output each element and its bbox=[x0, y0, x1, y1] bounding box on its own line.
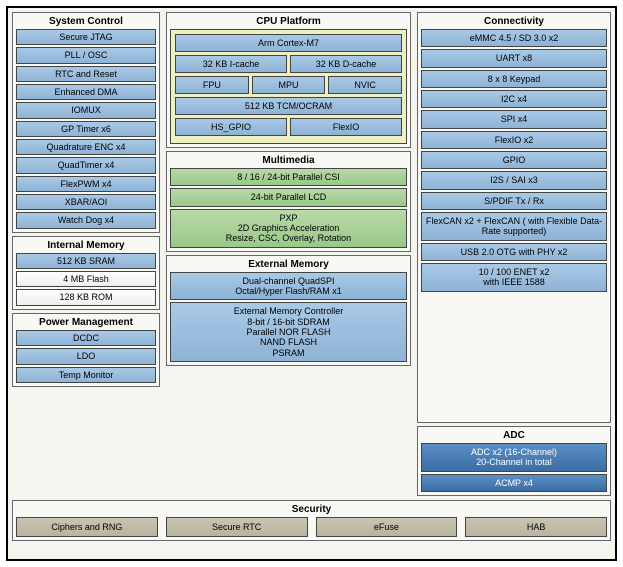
block-item: IOMUX bbox=[16, 102, 156, 118]
connectivity-group: Connectivity eMMC 4.5 / SD 3.0 x2 UART x8… bbox=[417, 12, 611, 423]
group-title: ADC bbox=[421, 429, 607, 443]
left-column: System Control Secure JTAG PLL / OSC RTC a… bbox=[12, 12, 160, 496]
block-item: HAB bbox=[465, 517, 607, 537]
block-item: I2C x4 bbox=[421, 90, 607, 108]
fpu: FPU bbox=[175, 76, 249, 94]
block-item: 10 / 100 ENET x2 with IEEE 1588 bbox=[421, 263, 607, 292]
group-title: Internal Memory bbox=[16, 239, 156, 253]
block-item: FlexPWM x4 bbox=[16, 176, 156, 192]
adc-block: ADC x2 (16-Channel) 20-Channel in total bbox=[421, 443, 607, 472]
block-item: Ciphers and RNG bbox=[16, 517, 158, 537]
cpu-flexio: FlexIO bbox=[290, 118, 402, 136]
emc: External Memory Controller 8-bit / 16-bi… bbox=[170, 302, 407, 362]
group-title: CPU Platform bbox=[170, 15, 407, 29]
block-item: Temp Monitor bbox=[16, 367, 156, 383]
system-control-group: System Control Secure JTAG PLL / OSC RTC a… bbox=[12, 12, 160, 233]
block-item: FlexIO x2 bbox=[421, 131, 607, 149]
icache: 32 KB I-cache bbox=[175, 55, 287, 73]
block-item: Secure RTC bbox=[166, 517, 308, 537]
group-title: Connectivity bbox=[421, 15, 607, 29]
lcd: 24-bit Parallel LCD bbox=[170, 188, 407, 206]
block-item: 8 x 8 Keypad bbox=[421, 70, 607, 88]
block-item: QuadTimer x4 bbox=[16, 157, 156, 173]
columns: System Control Secure JTAG PLL / OSC RTC a… bbox=[12, 12, 611, 496]
multimedia-group: Multimedia 8 / 16 / 24-bit Parallel CSI … bbox=[166, 151, 411, 252]
dcache: 32 KB D-cache bbox=[290, 55, 402, 73]
group-title: Multimedia bbox=[170, 154, 407, 168]
cpu-core: Arm Cortex-M7 bbox=[175, 34, 402, 52]
tcm: 512 KB TCM/OCRAM bbox=[175, 97, 402, 115]
cpu-platform-group: CPU Platform Arm Cortex-M7 32 KB I-cache… bbox=[166, 12, 411, 148]
block-item: I2S / SAI x3 bbox=[421, 171, 607, 189]
cpu-core-box: Arm Cortex-M7 32 KB I-cache 32 KB D-cach… bbox=[170, 29, 407, 144]
block-item: UART x8 bbox=[421, 49, 607, 67]
block-item: GP Timer x6 bbox=[16, 121, 156, 137]
middle-column: CPU Platform Arm Cortex-M7 32 KB I-cache… bbox=[166, 12, 411, 496]
block-item: XBAR/AOI bbox=[16, 194, 156, 210]
block-item: SPI x4 bbox=[421, 110, 607, 128]
external-memory-group: External Memory Dual-channel QuadSPI Oct… bbox=[166, 255, 411, 366]
hs-gpio: HS_GPIO bbox=[175, 118, 287, 136]
group-title: Security bbox=[16, 503, 607, 517]
block-item: eFuse bbox=[316, 517, 458, 537]
block-item: 4 MB Flash bbox=[16, 271, 156, 287]
group-title: System Control bbox=[16, 15, 156, 29]
csi: 8 / 16 / 24-bit Parallel CSI bbox=[170, 168, 407, 186]
nvic: NVIC bbox=[328, 76, 402, 94]
group-title: External Memory bbox=[170, 258, 407, 272]
block-item: LDO bbox=[16, 348, 156, 364]
block-item: RTC and Reset bbox=[16, 66, 156, 82]
block-item: Watch Dog x4 bbox=[16, 212, 156, 228]
group-title: Power Management bbox=[16, 316, 156, 330]
power-group: Power Management DCDC LDO Temp Monitor bbox=[12, 313, 160, 387]
block-item: Enhanced DMA bbox=[16, 84, 156, 100]
right-column: Connectivity eMMC 4.5 / SD 3.0 x2 UART x8… bbox=[417, 12, 611, 496]
block-item: Secure JTAG bbox=[16, 29, 156, 45]
block-item: GPIO bbox=[421, 151, 607, 169]
quadspi: Dual-channel QuadSPI Octal/Hyper Flash/R… bbox=[170, 272, 407, 301]
security-group: Security Ciphers and RNG Secure RTC eFuse H… bbox=[12, 500, 611, 541]
block-item: S/PDIF Tx / Rx bbox=[421, 192, 607, 210]
adc-group: ADC ADC x2 (16-Channel) 20-Channel in to… bbox=[417, 426, 611, 496]
block-item: FlexCAN x2 + FlexCAN ( with Flexible Dat… bbox=[421, 212, 607, 241]
block-item: eMMC 4.5 / SD 3.0 x2 bbox=[421, 29, 607, 47]
block-item: DCDC bbox=[16, 330, 156, 346]
pxp: PXP 2D Graphics Acceleration Resize, CSC… bbox=[170, 209, 407, 248]
mpu: MPU bbox=[252, 76, 326, 94]
internal-memory-group: Internal Memory 512 KB SRAM 4 MB Flash 128… bbox=[12, 236, 160, 310]
block-item: PLL / OSC bbox=[16, 47, 156, 63]
acmp-block: ACMP x4 bbox=[421, 474, 607, 492]
block-item: 128 KB ROM bbox=[16, 289, 156, 305]
block-item: 512 KB SRAM bbox=[16, 253, 156, 269]
chip-block-diagram: System Control Secure JTAG PLL / OSC RTC a… bbox=[6, 6, 617, 561]
block-item: USB 2.0 OTG with PHY x2 bbox=[421, 243, 607, 261]
block-item: Quadrature ENC x4 bbox=[16, 139, 156, 155]
